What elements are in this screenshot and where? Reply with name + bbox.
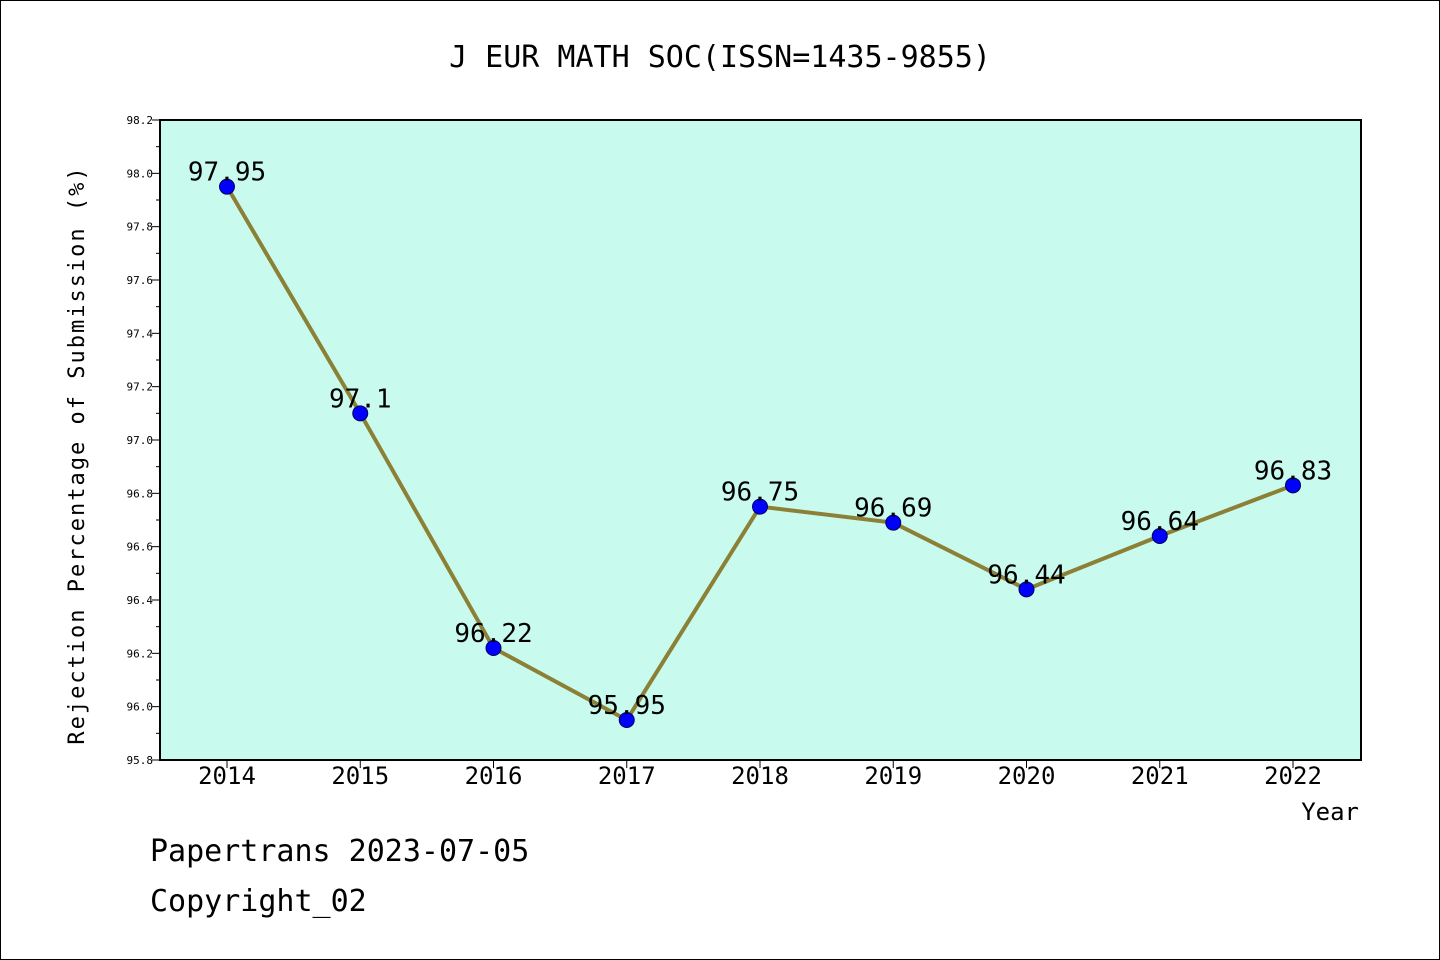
data-point [752, 498, 768, 515]
data-label: 96.83 [1254, 456, 1332, 486]
data-label: 97.1 [329, 384, 392, 414]
data-point [485, 640, 502, 656]
data-label: 96.75 [721, 478, 799, 508]
x-axis-label: Year [1301, 798, 1359, 826]
data-label: 95.95 [588, 691, 666, 721]
x-axis: 2014 2015 2016 2017 2018 2019 2020 2021 2022 [198, 760, 1322, 790]
series-layer: 97.95 97.1 96.22 95.95 96.75 96.69 96.44 96.64 9… [188, 158, 1332, 728]
y-tick-label: 97.8 [127, 221, 154, 234]
y-tick-label: 96.8 [127, 487, 154, 500]
data-point [352, 405, 369, 422]
x-tick-label: 2018 [731, 762, 789, 790]
x-tick-label: 2014 [198, 762, 256, 790]
data-point [1151, 528, 1168, 544]
y-axis-label: Rejection Percentage of Submission (%) [65, 165, 90, 744]
y-tick-label: 97.4 [127, 327, 154, 340]
x-tick-label: 2016 [465, 762, 523, 790]
x-tick-label: 2020 [998, 762, 1056, 790]
y-axis: 95.8 96.0 96.2 96.4 96.6 96.8 97.0 97.2 97.4 97.6… [127, 114, 160, 767]
y-tick-label: 96.2 [127, 647, 154, 660]
x-tick-label: 2017 [598, 762, 656, 790]
y-tick-label: 97.2 [127, 381, 154, 394]
data-point [219, 178, 235, 195]
x-tick-label: 2022 [1264, 762, 1322, 790]
data-point [885, 514, 902, 531]
y-tick-label: 97.6 [127, 274, 154, 287]
data-label: 96.22 [454, 619, 532, 649]
y-tick-label: 98.0 [127, 167, 154, 180]
plot-area [159, 119, 1362, 761]
footer-date-text: Papertrans 2023-07-05 [150, 834, 530, 869]
data-label: 96.69 [854, 494, 932, 524]
y-tick-label: 96.4 [127, 594, 154, 607]
y-tick-label: 96.6 [127, 541, 154, 554]
data-label: 96.64 [1121, 507, 1199, 537]
y-tick-label: 96.0 [127, 701, 154, 714]
y-tick-label: 95.8 [127, 754, 154, 767]
data-label: 97.95 [188, 158, 266, 188]
data-point [1018, 581, 1035, 598]
data-point [618, 712, 635, 728]
data-label: 96.44 [987, 560, 1065, 590]
x-tick-label: 2015 [331, 762, 389, 790]
footer-copyright-text: Copyright_02 [150, 884, 367, 919]
data-point [1285, 477, 1301, 494]
chart-title: J EUR MATH SOC(ISSN=1435-9855) [449, 40, 991, 75]
y-tick-label: 97.0 [127, 434, 154, 447]
x-tick-label: 2019 [864, 762, 922, 790]
x-tick-label: 2021 [1131, 762, 1189, 790]
y-tick-label: 98.2 [127, 114, 154, 127]
